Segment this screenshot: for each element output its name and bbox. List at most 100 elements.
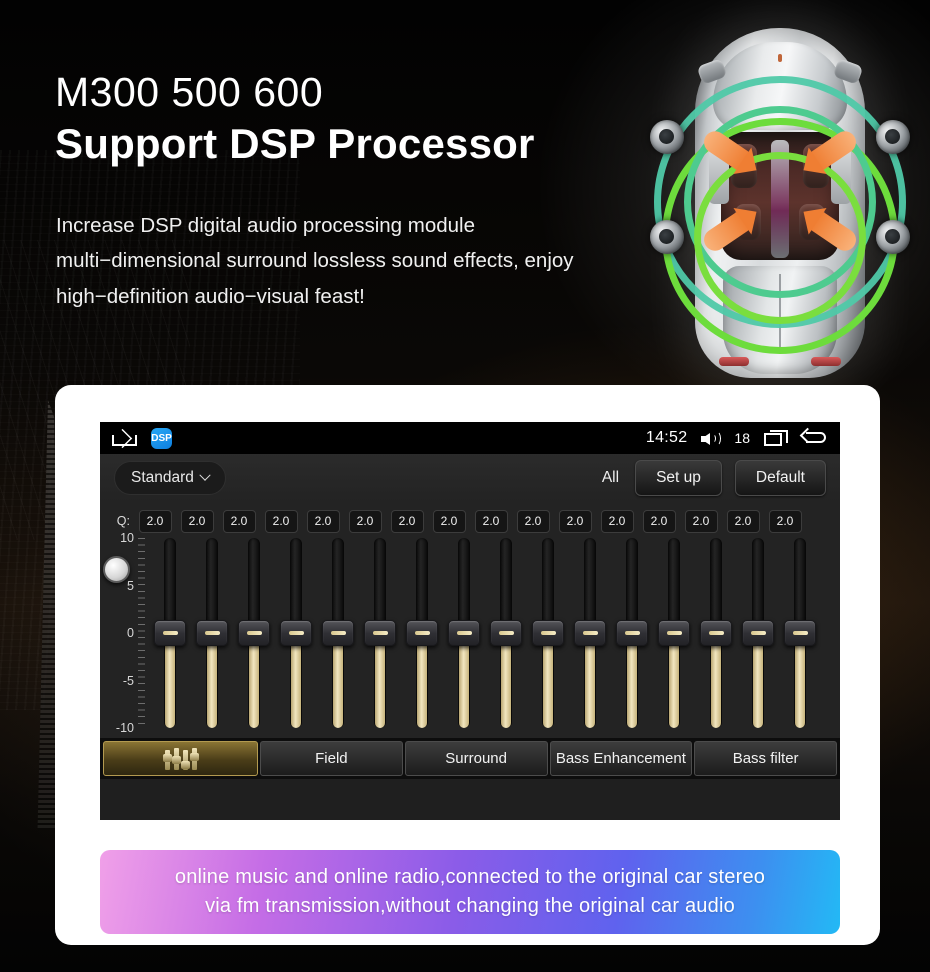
q-value-box[interactable]: 2.0 [600, 509, 634, 533]
q-value-box[interactable]: 2.0 [180, 509, 214, 533]
q-value-box[interactable]: 2.0 [726, 509, 760, 533]
home-icon[interactable] [112, 430, 137, 446]
speaker-rear-right-icon [876, 220, 910, 254]
tab-bass-filter[interactable]: Bass filter [694, 741, 837, 776]
tab-surround[interactable]: Surround [404, 741, 548, 776]
q-value-box[interactable]: 2.0 [516, 509, 550, 533]
default-button[interactable]: Default [734, 460, 826, 496]
fader-fill [333, 633, 343, 728]
back-icon[interactable] [802, 430, 828, 446]
fader-thumb[interactable] [448, 620, 480, 646]
eq-fader[interactable] [443, 532, 485, 737]
equalizer-icon [162, 747, 199, 770]
fader-thumb[interactable] [238, 620, 270, 646]
tab-equalizer[interactable] [103, 741, 258, 776]
device-showcase-card: DSP 14:52 18 Standard All [55, 385, 880, 945]
headline-model-line: M300 500 600 [55, 69, 324, 115]
eq-fader[interactable] [653, 532, 695, 737]
fader-thumb[interactable] [742, 620, 774, 646]
q-cell: 2.0 [596, 509, 638, 533]
q-value-box[interactable]: 2.0 [306, 509, 340, 533]
fader-thumb[interactable] [154, 620, 186, 646]
fader-fill [753, 633, 763, 728]
gain-scale-label: -5 [122, 673, 134, 688]
eq-fader[interactable] [779, 532, 821, 737]
eq-fader[interactable] [359, 532, 401, 737]
q-cell: 2.0 [638, 509, 680, 533]
q-cell: 2.0 [428, 509, 470, 533]
eq-fader[interactable] [569, 532, 611, 737]
q-value-box[interactable]: 2.0 [768, 509, 802, 533]
fader-thumb[interactable] [616, 620, 648, 646]
q-value-box[interactable]: 2.0 [264, 509, 298, 533]
gain-scale-label: 10 [120, 531, 134, 545]
q-cell: 2.0 [554, 509, 596, 533]
setup-button[interactable]: Set up [635, 460, 722, 496]
eq-fader[interactable] [695, 532, 737, 737]
headline-title: Support DSP Processor [55, 119, 535, 167]
q-value-box[interactable]: 2.0 [684, 509, 718, 533]
eq-toolbar: Standard All Set up Default [100, 454, 840, 502]
q-value-box[interactable]: 2.0 [390, 509, 424, 533]
eq-fader[interactable] [527, 532, 569, 737]
q-value-box[interactable]: 2.0 [432, 509, 466, 533]
recent-apps-icon[interactable] [764, 430, 788, 446]
eq-fader[interactable] [737, 532, 779, 737]
fader-fill [627, 633, 637, 728]
fader-thumb[interactable] [784, 620, 816, 646]
eq-fader[interactable] [485, 532, 527, 737]
fader-fill [543, 633, 553, 728]
q-value-box[interactable]: 2.0 [474, 509, 508, 533]
fader-thumb[interactable] [280, 620, 312, 646]
tab-label: Field [315, 750, 348, 767]
eq-fader[interactable] [317, 532, 359, 737]
fader-thumb[interactable] [574, 620, 606, 646]
fader-thumb[interactable] [532, 620, 564, 646]
eq-fader[interactable] [149, 532, 191, 737]
volume-icon[interactable] [701, 430, 722, 446]
eq-fader[interactable] [275, 532, 317, 737]
tab-bass-enhancement[interactable]: Bass Enhancement [549, 741, 693, 776]
q-cell: 2.0 [344, 509, 386, 533]
q-row-label: Q: [116, 514, 130, 528]
eq-mode-tabs: Field Surround Bass Enhancement Bass filter [100, 738, 840, 779]
eq-fader[interactable] [191, 532, 233, 737]
fader-thumb[interactable] [490, 620, 522, 646]
fader-thumb[interactable] [322, 620, 354, 646]
q-value-box[interactable]: 2.0 [642, 509, 676, 533]
q-cell: 2.0 [680, 509, 722, 533]
q-value-box[interactable]: 2.0 [348, 509, 382, 533]
gain-knob[interactable] [103, 556, 130, 583]
q-cells: 2.0 2.0 2.0 2.0 2.0 2.0 2.0 2.0 2.0 2.0 2.0 2.0 2.0 2… [134, 509, 806, 533]
gain-ruler-ticks [138, 538, 145, 728]
fader-fill [291, 633, 301, 728]
fader-thumb[interactable] [406, 620, 438, 646]
fader-thumb[interactable] [196, 620, 228, 646]
q-cell: 2.0 [218, 509, 260, 533]
q-value-box[interactable]: 2.0 [222, 509, 256, 533]
eq-fader[interactable] [233, 532, 275, 737]
q-cell: 2.0 [764, 509, 806, 533]
promo-banner-line-2: via fm transmission,without changing the… [205, 895, 735, 917]
fader-thumb[interactable] [700, 620, 732, 646]
taillight-left-icon [719, 357, 749, 366]
fader-thumb[interactable] [658, 620, 690, 646]
q-cell: 2.0 [386, 509, 428, 533]
gain-scale-labels: 10 5 0 -5 -10 [100, 531, 138, 735]
all-label[interactable]: All [601, 469, 620, 486]
fader-fill [585, 633, 595, 728]
q-cell: 2.0 [134, 509, 176, 533]
preset-label: Standard [131, 469, 194, 486]
q-cell: 2.0 [302, 509, 344, 533]
fader-fill [795, 633, 805, 728]
q-value-box[interactable]: 2.0 [558, 509, 592, 533]
fader-thumb[interactable] [364, 620, 396, 646]
android-status-bar: DSP 14:52 18 [100, 422, 840, 454]
speaker-front-left-icon [650, 120, 684, 154]
app-icon[interactable]: DSP [151, 427, 172, 449]
preset-dropdown[interactable]: Standard [114, 461, 226, 495]
eq-fader[interactable] [401, 532, 443, 737]
tab-field[interactable]: Field [260, 741, 403, 776]
eq-fader[interactable] [611, 532, 653, 737]
q-value-box[interactable]: 2.0 [138, 509, 172, 533]
